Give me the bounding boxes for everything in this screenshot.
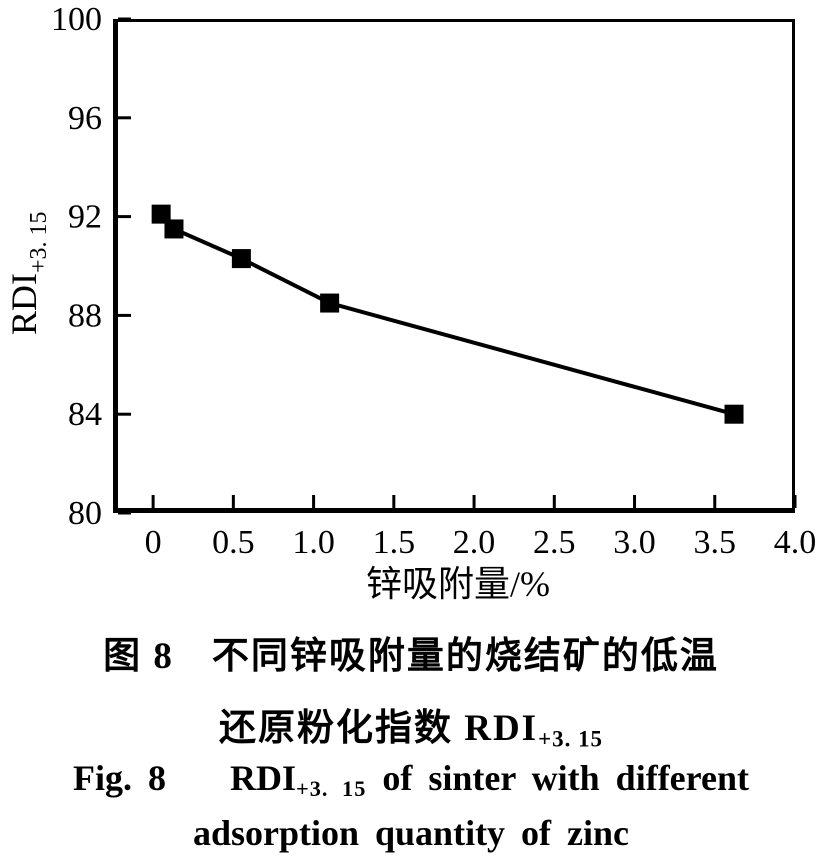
figure-number-en: Fig. 8	[73, 758, 166, 798]
y-axis-title-subscript: +3. 15	[26, 211, 52, 273]
data-point-marker	[320, 293, 340, 313]
data-point-marker	[231, 249, 251, 269]
x-axis-tick-label: 1.5	[373, 524, 416, 561]
caption-en-line2-text: adsorption quantity of zinc	[192, 813, 630, 853]
y-axis-tick-label: 80	[68, 495, 102, 532]
caption-cn-line2: 还原粉化指数 RDI+3. 15	[0, 697, 822, 752]
rdi-line-chart: 80 84 88 92 96 100 0 0.5 1.0 1.5 2.0 2.5 3.0 3.5 4.0 锌…	[4, 1, 816, 604]
x-axis-tick-label: 0	[145, 524, 162, 561]
figure-number-cn: 图 8	[103, 636, 174, 677]
x-axis-tick-label: 4.0	[774, 524, 817, 561]
y-axis-tick-label: 92	[68, 199, 102, 236]
x-axis-tick-label: 3.0	[613, 524, 656, 561]
caption-en-rest: of sinter with different	[366, 758, 749, 798]
y-axis-title: RDI+3. 15	[4, 211, 52, 335]
axes-ticks: 80 84 88 92 96 100 0 0.5 1.0 1.5 2.0 2.5 3.0 3.5 4.0	[51, 1, 816, 561]
caption-cn-line1: 图 8 不同锌吸附量的烧结矿的低温	[0, 625, 822, 679]
caption-en-subscript: +3. 15	[296, 776, 367, 802]
caption-en-line1: Fig. 8 RDI+3. 15 of sinter with different	[0, 757, 822, 802]
caption-en-rdi: RDI	[230, 758, 297, 798]
x-axis-tick-label: 2.0	[453, 524, 496, 561]
caption-cn-line2-text: 还原粉化指数 RDI	[218, 708, 539, 749]
x-axis-tick-label: 1.0	[292, 524, 335, 561]
x-axis-tick-label: 0.5	[212, 524, 255, 561]
y-axis-tick-label: 100	[51, 1, 102, 38]
caption-cn-line2-subscript: +3. 15	[538, 726, 604, 752]
x-axis-tick-label: 2.5	[533, 524, 576, 561]
x-axis-tick-label: 3.5	[694, 524, 737, 561]
caption-cn-line1-text: 不同锌吸附量的烧结矿的低温	[211, 636, 719, 677]
y-axis-tick-label: 84	[68, 396, 102, 433]
data-line	[159, 212, 735, 417]
data-series	[151, 204, 744, 424]
data-point-marker	[724, 404, 744, 424]
data-point-marker	[151, 204, 171, 224]
plot-frame	[113, 19, 795, 513]
caption-en-line2: adsorption quantity of zinc	[0, 812, 822, 854]
y-axis-tick-label: 96	[68, 100, 102, 137]
data-point-marker	[164, 219, 184, 239]
x-axis-title: 锌吸附量/%	[366, 564, 550, 604]
y-axis-tick-label: 88	[68, 297, 102, 334]
y-axis-title-base: RDI	[4, 273, 44, 335]
